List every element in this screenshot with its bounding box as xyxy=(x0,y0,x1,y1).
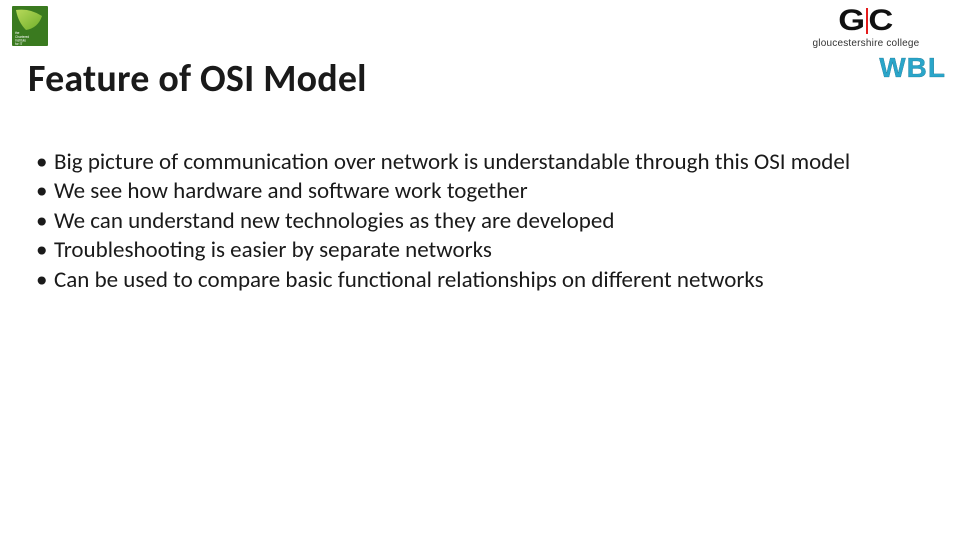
bullet-item: Troubleshooting is easier by separate ne… xyxy=(34,236,920,265)
wbl-text: WBL xyxy=(879,52,946,83)
gc-logo: G C gloucestershire college xyxy=(786,6,946,49)
bullet-item: We can understand new technologies as th… xyxy=(34,207,920,236)
wbl-logo: WBL xyxy=(826,52,946,84)
gc-subtitle: gloucestershire college xyxy=(786,38,946,49)
bullet-item: Can be used to compare basic functional … xyxy=(34,266,920,295)
bullet-item: We see how hardware and software work to… xyxy=(34,177,920,206)
bcs-text-4: for IT xyxy=(15,42,22,46)
bcs-logo: the Chartered Institute for IT xyxy=(12,6,48,46)
gc-letter-c: C xyxy=(868,6,893,36)
bullet-list: Big picture of communication over networ… xyxy=(34,148,920,295)
bullet-item: Big picture of communication over networ… xyxy=(34,148,920,177)
gc-letter-g: G xyxy=(839,6,866,36)
slide-title: Feature of OSI Model xyxy=(28,56,367,102)
